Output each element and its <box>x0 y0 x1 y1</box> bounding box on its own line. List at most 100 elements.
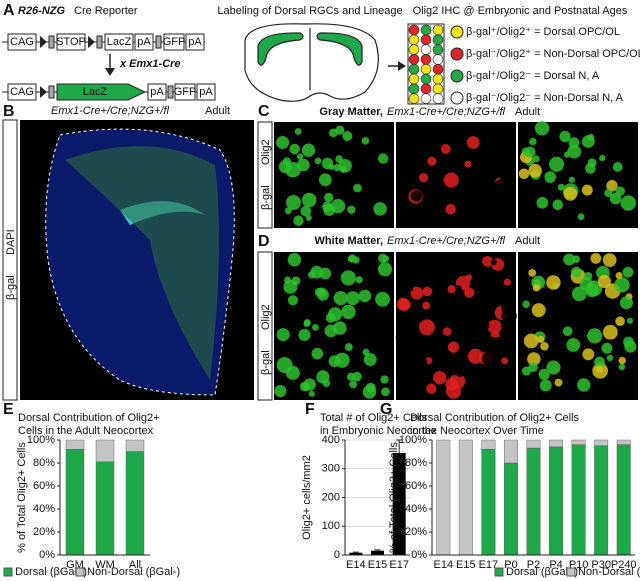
y-tick-label: 300 <box>322 463 340 475</box>
bar-segment <box>571 439 586 445</box>
bar-segment <box>65 439 85 450</box>
y-tick-label: 0% <box>411 549 427 561</box>
age: Adult <box>515 106 540 118</box>
construct-label: pA <box>137 36 151 48</box>
cell <box>486 140 497 150</box>
cell <box>287 253 302 267</box>
cell <box>339 166 347 173</box>
cell <box>408 44 420 55</box>
chart-title: Dorsal Contribution of Olig2+ Cells <box>410 412 580 424</box>
cell <box>312 324 319 331</box>
cell <box>458 177 466 185</box>
genotype: Emx1-Cre+/Cre;NZG+/fl <box>387 235 506 247</box>
cell <box>582 348 595 361</box>
panel-label: G <box>380 401 392 418</box>
cell <box>434 127 442 134</box>
chart-title: Dorsal Contribution of Olig2+ <box>18 412 160 424</box>
cell <box>539 379 552 392</box>
bar-segment <box>549 439 564 448</box>
age: Adult <box>205 105 230 117</box>
y-tick-label: 80% <box>33 457 55 469</box>
cell <box>466 136 480 149</box>
cell <box>618 363 626 371</box>
cell <box>308 390 315 397</box>
cell <box>482 255 493 267</box>
cell <box>420 44 432 55</box>
cell <box>408 24 420 36</box>
cell <box>626 317 634 324</box>
x-tick-label: E17 <box>389 559 409 571</box>
cell <box>447 341 460 353</box>
cell <box>620 195 636 211</box>
bar-segment <box>571 444 586 556</box>
cell <box>445 377 458 391</box>
micrographs-c <box>274 121 638 228</box>
cell <box>587 328 603 344</box>
x-tick-label: WM <box>95 559 115 571</box>
cell <box>486 371 501 386</box>
panel-label: C <box>258 103 270 120</box>
legend-swatch <box>75 567 85 577</box>
cell <box>595 365 603 373</box>
cell <box>420 63 432 75</box>
cell <box>570 266 582 278</box>
construct-bottom: CAG LacZ pA GFP pA <box>2 83 216 101</box>
panel-label: D <box>258 233 270 250</box>
legend-label: β-gal⁺/Olig2⁻ = Dorsal N, A <box>466 70 600 82</box>
cell <box>528 268 537 277</box>
cell <box>568 176 575 183</box>
cell <box>333 321 347 335</box>
cell <box>381 387 390 397</box>
cell <box>476 170 486 179</box>
cell <box>324 192 334 203</box>
bar-segment <box>503 462 518 556</box>
y-axis-label: % of Total Olig2+ Cells <box>16 442 28 553</box>
cell <box>303 378 316 391</box>
cell <box>408 93 420 104</box>
cell <box>571 286 587 302</box>
cell <box>563 151 570 158</box>
cell <box>427 156 437 166</box>
cell <box>502 173 509 180</box>
stain-label: Olig2 <box>260 139 272 165</box>
cell <box>419 173 429 183</box>
y-tick-label: 40% <box>33 503 55 515</box>
y-tick-label: 20% <box>33 526 55 538</box>
cell <box>563 187 578 201</box>
cell <box>529 137 537 146</box>
cell <box>289 143 300 155</box>
cell <box>581 135 595 148</box>
cell <box>432 54 444 65</box>
cell <box>606 180 618 192</box>
construct-label: LacZ <box>107 36 132 48</box>
x-tick-label: E14 <box>346 559 366 571</box>
cell <box>527 352 541 366</box>
cell <box>420 54 432 65</box>
cell <box>579 277 593 291</box>
bar-segment <box>594 439 609 446</box>
cell <box>549 156 565 172</box>
bar <box>349 552 363 555</box>
legend-label: Dorsal (βGal+) <box>15 566 87 578</box>
cell <box>352 371 362 382</box>
construct-label: CAG <box>10 36 34 48</box>
cell <box>395 329 410 344</box>
cell <box>487 319 502 334</box>
cell <box>413 355 428 370</box>
bar-segment <box>458 439 473 556</box>
cell-mosaic <box>408 24 444 104</box>
construct-label: CAG <box>10 86 34 98</box>
cell <box>333 291 348 306</box>
cell <box>377 262 393 277</box>
cell <box>454 284 462 292</box>
cell <box>618 356 626 365</box>
x-tick-label: E15 <box>456 559 476 571</box>
cell <box>585 163 596 174</box>
cell <box>346 372 356 381</box>
cell <box>298 328 311 341</box>
brain-schematic <box>244 23 379 102</box>
cell <box>566 338 581 352</box>
cell <box>463 287 475 298</box>
cell <box>422 286 433 297</box>
cell <box>546 360 561 375</box>
